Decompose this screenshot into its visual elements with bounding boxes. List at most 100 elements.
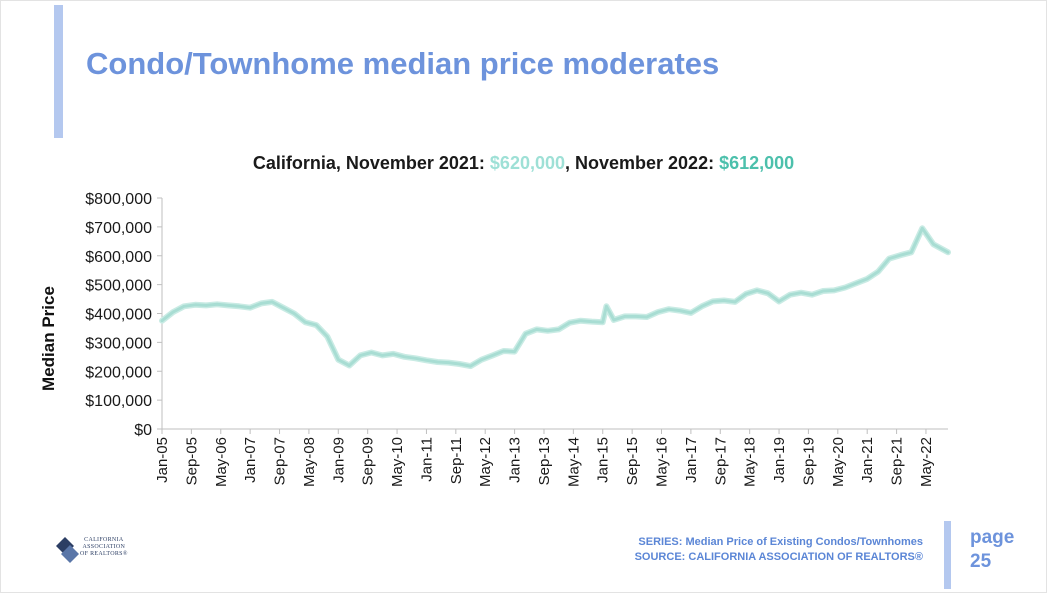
y-tick-label: $0 [134, 422, 152, 439]
data-point [193, 303, 197, 306]
logo-text: CALIFORNIA ASSOCIATION OF REALTORS® [80, 537, 128, 557]
x-tick-label: May-06 [213, 437, 230, 487]
x-tick-label: May-12 [477, 437, 494, 487]
data-point [502, 349, 505, 353]
y-tick-label: $200,000 [85, 364, 152, 381]
chart-title: California, November 2021: $620,000, Nov… [0, 153, 1047, 174]
right-accent-bar [944, 521, 951, 589]
data-point [392, 352, 395, 356]
data-point [711, 300, 715, 303]
x-tick-label: Jan-21 [859, 437, 876, 483]
data-point [946, 251, 950, 254]
y-tick-label: $500,000 [85, 278, 152, 295]
value-nov-2022: $612,000 [719, 153, 795, 173]
data-point [370, 351, 373, 354]
data-point [337, 358, 340, 361]
data-point [645, 315, 648, 319]
data-point [579, 319, 582, 322]
data-point [226, 304, 230, 307]
data-point [271, 300, 274, 304]
data-point [513, 350, 516, 353]
data-point [293, 312, 296, 315]
data-point [788, 293, 792, 296]
data-point [568, 321, 571, 324]
x-tick-label: Sep-19 [800, 437, 817, 485]
data-point [204, 304, 208, 307]
slide-title: Condo/Townhome median price moderates [86, 46, 720, 81]
y-tick-label: $400,000 [85, 307, 152, 324]
data-point [733, 300, 737, 304]
data-point [546, 329, 549, 332]
data-point [667, 308, 671, 311]
x-tick-label: Sep-09 [360, 437, 377, 485]
chart-title-prefix: California, November 2021: [252, 153, 490, 173]
y-tick-label: $100,000 [85, 393, 152, 410]
data-point [910, 251, 913, 254]
data-point [248, 306, 252, 309]
data-point [821, 289, 825, 293]
data-point [315, 323, 318, 327]
data-point [171, 310, 175, 314]
data-point [844, 286, 847, 289]
data-point [436, 360, 439, 364]
data-point [480, 358, 483, 361]
median-price-line [160, 226, 950, 368]
data-point [469, 364, 472, 368]
data-point [535, 328, 538, 331]
x-tick-label: May-20 [830, 437, 847, 487]
data-point [678, 309, 682, 312]
y-tick-label: $800,000 [85, 191, 152, 208]
page-number: 25 [970, 551, 992, 572]
data-point [524, 332, 527, 335]
data-point [832, 289, 836, 292]
data-point [722, 299, 726, 302]
data-point [744, 292, 748, 296]
data-point [260, 302, 263, 305]
data-point [866, 277, 869, 281]
x-tick-label: May-10 [389, 437, 406, 487]
data-point [656, 310, 659, 314]
x-tick-label: Jan-13 [507, 437, 524, 483]
x-tick-label: Sep-11 [448, 437, 465, 484]
x-tick-label: Jan-19 [771, 437, 788, 483]
data-point [612, 318, 615, 322]
left-accent-bar [54, 5, 63, 138]
data-point [689, 311, 693, 315]
x-tick-label: Sep-15 [624, 437, 641, 485]
data-point [348, 364, 351, 367]
x-tick-label: Jan-07 [242, 437, 259, 483]
page-label: page [970, 527, 1015, 548]
data-point [381, 354, 384, 357]
data-point [855, 282, 858, 285]
y-tick-label: $700,000 [85, 220, 152, 237]
data-point [899, 254, 902, 257]
data-point [755, 289, 759, 292]
x-tick-label: May-16 [654, 437, 671, 487]
x-tick-label: May-18 [742, 437, 759, 487]
x-tick-label: Sep-05 [183, 437, 200, 485]
data-point [359, 354, 362, 357]
series-note: SERIES: Median Price of Existing Condos/… [638, 536, 923, 548]
data-point [634, 315, 637, 318]
data-point [700, 305, 704, 308]
data-point [623, 315, 626, 318]
x-tick-label: Jan-05 [154, 437, 171, 483]
x-tick-label: Sep-17 [712, 437, 729, 485]
data-point [877, 270, 880, 273]
x-tick-label: May-22 [918, 437, 935, 487]
x-tick-label: Jan-09 [330, 437, 347, 483]
source-note: SOURCE: CALIFORNIA ASSOCIATION OF REALTO… [634, 551, 923, 563]
value-nov-2021: $620,000 [489, 153, 565, 173]
data-point [810, 293, 814, 296]
footer-notes: SERIES: Median Price of Existing Condos/… [635, 535, 923, 565]
data-point [601, 321, 604, 324]
series-line-halo [159, 225, 951, 370]
x-tick-label: Jan-17 [683, 437, 700, 483]
data-point [414, 357, 417, 360]
x-tick-label: Jan-11 [418, 437, 435, 482]
data-point [932, 243, 935, 246]
y-axis-title: Median Price [39, 286, 58, 391]
data-point [403, 355, 406, 358]
x-tick-label: Sep-21 [889, 437, 906, 485]
data-point [590, 320, 593, 323]
